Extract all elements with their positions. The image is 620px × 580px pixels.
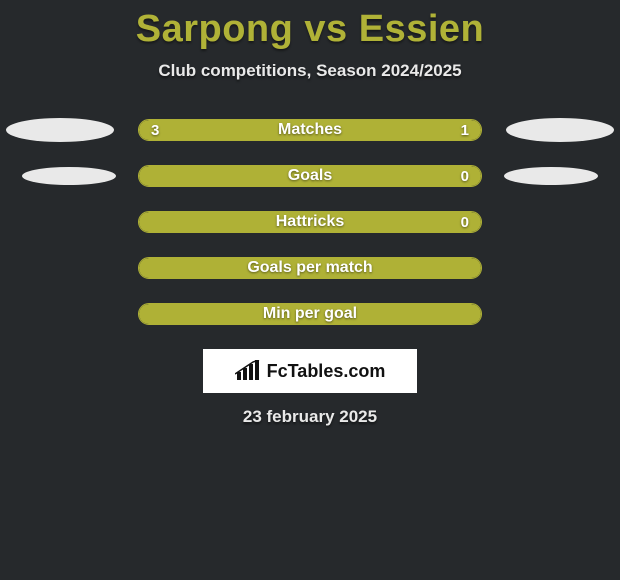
bar-left-mpg [139,304,481,324]
date-text: 23 february 2025 [243,407,377,427]
bar-left-gpm [139,258,481,278]
bar-track-goals: Goals 0 [138,165,482,187]
page-title: Sarpong vs Essien [136,8,485,51]
brand-box[interactable]: FcTables.com [203,349,417,393]
stat-row-min-per-goal: Min per goal [0,303,620,325]
bar-track-hattricks: Hattricks 0 [138,211,482,233]
brand-text: FcTables.com [267,361,386,382]
stat-row-hattricks: Hattricks 0 [0,211,620,233]
stat-row-goals: Goals 0 [0,165,620,187]
comparison-card: Sarpong vs Essien Club competitions, Sea… [0,0,620,580]
stats-rows: 3 Matches 1 Goals 0 Hattricks 0 [0,119,620,325]
bar-right-matches [396,120,482,140]
player-left-marker-small [22,167,116,185]
player-right-marker-small [504,167,598,185]
bar-left-goals [139,166,481,186]
bar-left-hattricks [139,212,481,232]
bar-left-matches [139,120,396,140]
stat-row-goals-per-match: Goals per match [0,257,620,279]
bar-track-mpg: Min per goal [138,303,482,325]
stat-row-matches: 3 Matches 1 [0,119,620,141]
player-left-marker [6,118,114,142]
bar-track-gpm: Goals per match [138,257,482,279]
bar-track-matches: 3 Matches 1 [138,119,482,141]
chart-icon [235,360,261,382]
subtitle: Club competitions, Season 2024/2025 [158,61,461,81]
player-right-marker [506,118,614,142]
